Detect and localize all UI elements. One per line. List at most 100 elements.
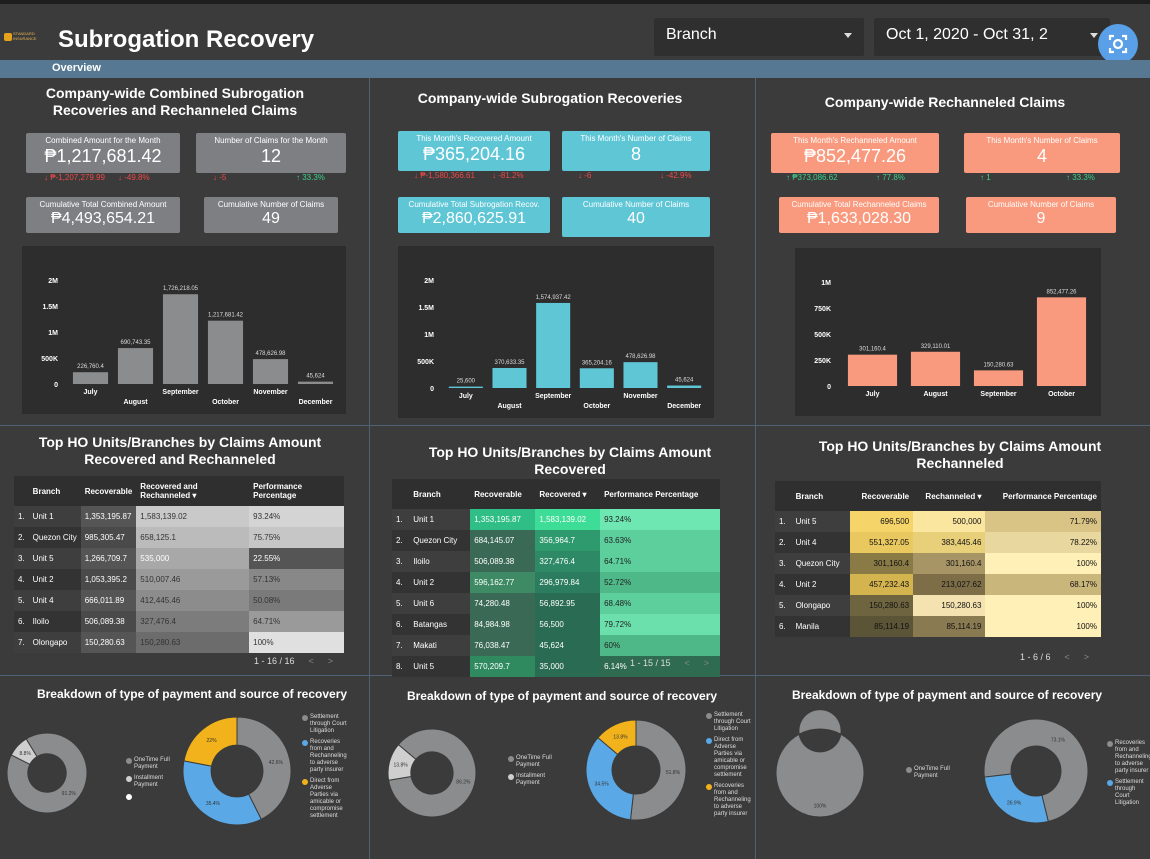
table-cell: Unit 6	[409, 593, 471, 614]
table-row[interactable]: 1. Unit 1 1,353,195.87 1,583,139.02 93.24%	[14, 506, 344, 527]
table-row[interactable]: 4. Unit 2 596,162.77 296,979.84 52.72%	[392, 572, 720, 593]
table-cell: 57.13%	[249, 569, 344, 590]
legend-item[interactable]: OneTime Full Payment	[126, 757, 176, 771]
chart-legend: Recoveries from and Rechanneling to adve…	[1107, 740, 1150, 811]
table-cell: 100%	[985, 553, 1101, 574]
kpi-cumulative-recovered-claims: Cumulative Number of Claims 40	[562, 197, 710, 237]
chevron-right-icon[interactable]: >	[1083, 652, 1090, 662]
table-cell: 696,500	[850, 511, 914, 532]
column-header[interactable]: Branch	[409, 479, 471, 509]
table-row[interactable]: 2. Quezon City 684,145.07 356,964.7 63.63%	[392, 530, 720, 551]
chevron-left-icon[interactable]: <	[1064, 652, 1070, 662]
legend-item[interactable]: Direct from Adverse Parties via amicable…	[706, 737, 756, 779]
legend-item[interactable]: Settlement through Court Litigation	[1107, 779, 1150, 807]
table-cell: 85,114.19	[850, 616, 914, 637]
column-header[interactable]: Branch	[791, 481, 851, 511]
table-combined: Branch Recoverable Recovered and Rechannel…	[14, 476, 344, 653]
column-header[interactable]: Performance Percentage	[600, 479, 720, 509]
chevron-right-icon[interactable]: >	[703, 658, 710, 668]
table-row[interactable]: 6. Iloilo 506,089.38 327,476.4 64.71%	[14, 611, 344, 632]
legend-swatch	[126, 776, 132, 782]
column-header[interactable]	[775, 481, 792, 511]
table-row[interactable]: 6. Batangas 84,984.98 56,500 79.72%	[392, 614, 720, 635]
legend-label: Recoveries from and Rechanneling to adve…	[1115, 740, 1150, 774]
table-row[interactable]: 7. Olongapo 150,280.63 150,280.63 100%	[14, 632, 344, 653]
x-tick-label: August	[923, 391, 948, 398]
legend-item[interactable]: OneTime Full Payment	[508, 755, 558, 769]
x-tick-label: July	[459, 393, 473, 400]
table-row[interactable]: 1. Unit 5 696,500 500,000 71.79%	[775, 511, 1101, 532]
bar	[667, 385, 702, 388]
branch-filter[interactable]: Branch	[654, 18, 864, 56]
pager-range: 1 - 16 / 16	[254, 656, 295, 666]
column-header[interactable]	[392, 479, 410, 509]
table-cell: 5.	[392, 593, 410, 614]
table-row[interactable]: 7. Makati 76,038.47 45,624 60%	[392, 635, 720, 656]
delta-rechanneled-amount: ↑ ₱373,086.62	[786, 173, 838, 182]
bar	[162, 294, 199, 384]
table-cell: 213,027.62	[913, 574, 986, 595]
tab-overview[interactable]: Overview	[52, 62, 101, 74]
table-row[interactable]: 6. Manila 85,114.19 85,114.19 100%	[775, 616, 1101, 637]
column-header[interactable]: Recoverable	[470, 479, 536, 509]
legend-item[interactable]: Settlement through Court Litigation	[706, 712, 756, 733]
column-header[interactable]: Recovered ▾	[535, 479, 601, 509]
column-header[interactable]: Performance Percentage	[249, 476, 344, 506]
chart-legend: OneTime Full Payment	[906, 766, 956, 784]
table-row[interactable]: 3. Quezon City 301,160.4 301,160.4 100%	[775, 553, 1101, 574]
legend-item[interactable]: Settlement through Court Litigation	[302, 714, 352, 735]
y-tick-label: 750K	[814, 306, 831, 313]
y-tick-label: 1.5M	[42, 304, 58, 311]
table-row[interactable]: 5. Unit 4 666,011.89 412,445.46 50.08%	[14, 590, 344, 611]
kpi-rechanneled-claims: This Month's Number of Claims 4	[964, 133, 1120, 173]
google-lens-icon[interactable]	[1098, 24, 1138, 64]
x-tick-label: November	[623, 393, 658, 400]
legend-item[interactable]: Recoveries from and Rechanneling to adve…	[706, 783, 756, 818]
table-cell: Iloilo	[409, 551, 471, 572]
column-header[interactable]: Recovered and Rechanneled ▾	[136, 476, 250, 506]
table-row[interactable]: 2. Unit 4 551,327.05 383,445.46 78.22%	[775, 532, 1101, 553]
kpi-cumulative-rechanneled-claims: Cumulative Number of Claims 9	[966, 197, 1116, 233]
table-row[interactable]: 4. Unit 2 457,232.43 213,027.62 68.17%	[775, 574, 1101, 595]
table-row[interactable]: 3. Unit 5 1,266,709.7 535,000 22.55%	[14, 548, 344, 569]
legend-item[interactable]: Installment Payment	[508, 773, 558, 787]
table-cell: 3.	[775, 553, 792, 574]
table-cell: 570,209.7	[470, 656, 536, 677]
table-cell: Unit 5	[791, 511, 851, 532]
column-header[interactable]: Rechanneled ▾	[913, 481, 986, 511]
table-row[interactable]: 4. Unit 2 1,053,395.2 510,007.46 57.13%	[14, 569, 344, 590]
table-row[interactable]: 3. Iloilo 506,089.38 327,476.4 64.71%	[392, 551, 720, 572]
legend-swatch	[706, 784, 712, 790]
table-row[interactable]: 5. Unit 6 74,280.48 56,892.95 68.48%	[392, 593, 720, 614]
bar-data-label: 329,110.01	[921, 344, 951, 350]
table-row[interactable]: 5. Olongapo 150,280.63 150,280.63 100%	[775, 595, 1101, 616]
legend-swatch	[906, 767, 912, 773]
page-title: Subrogation Recovery	[58, 26, 315, 53]
y-tick-label: 250K	[814, 358, 831, 365]
x-tick-label: October	[212, 399, 239, 406]
column-header[interactable]	[14, 476, 29, 506]
column-header[interactable]: Branch	[28, 476, 81, 506]
table-cell: 457,232.43	[850, 574, 914, 595]
table-cell: 74,280.48	[470, 593, 536, 614]
legend-item[interactable]: OneTime Full Payment	[906, 766, 956, 780]
table-row[interactable]: 1. Unit 1 1,353,195.87 1,583,139.02 93.24%	[392, 509, 720, 530]
table-row[interactable]: 8. Unit 5 570,209.7 35,000 6.14%	[392, 656, 720, 677]
legend-item[interactable]: Installment Payment	[126, 775, 176, 789]
legend-item[interactable]: Recoveries from and Rechanneling to adve…	[302, 739, 352, 774]
legend-item[interactable]: Direct from Adverse Parties via amicable…	[302, 778, 352, 820]
column-header[interactable]: Recoverable	[850, 481, 914, 511]
chevron-right-icon[interactable]: >	[327, 656, 334, 666]
bar-data-label: 690,743.35	[120, 340, 151, 346]
table-row[interactable]: 2. Quezon City 985,305.47 658,125.1 75.75%	[14, 527, 344, 548]
legend-item[interactable]: Recoveries from and Rechanneling to adve…	[1107, 740, 1150, 775]
date-range-filter[interactable]: Oct 1, 2020 - Oct 31, 2	[874, 18, 1110, 56]
delta-recovered-amount-pct: ↓ -81.2%	[492, 171, 524, 180]
table-cell: Manila	[791, 616, 851, 637]
table-cell: 68.17%	[985, 574, 1101, 595]
column-header[interactable]: Performance Percentage	[985, 481, 1101, 511]
table-title-rechanneled: Top HO Units/Branches by Claims Amount R…	[818, 438, 1102, 471]
column-header[interactable]: Recoverable	[80, 476, 137, 506]
chevron-left-icon[interactable]: <	[308, 656, 314, 666]
chevron-left-icon[interactable]: <	[684, 658, 690, 668]
